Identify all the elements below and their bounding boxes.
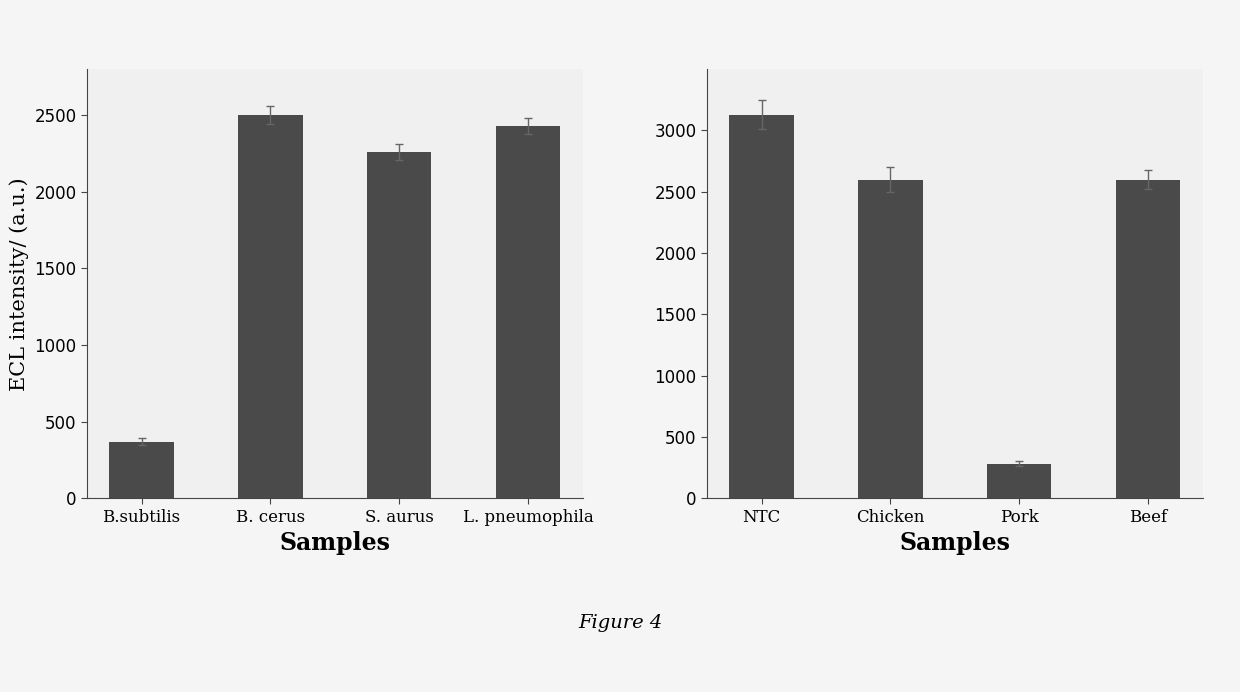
Bar (987, 464, 1052, 498)
Bar (858, 179, 923, 498)
Bar (729, 115, 794, 498)
Bar (109, 441, 174, 498)
Y-axis label: ECL intensity/ (a.u.): ECL intensity/ (a.u.) (9, 177, 29, 390)
Text: Figure 4: Figure 4 (578, 614, 662, 632)
X-axis label: Samples: Samples (279, 531, 391, 555)
Bar (367, 152, 432, 498)
Bar (1116, 179, 1180, 498)
Bar (496, 126, 560, 498)
Bar (238, 115, 303, 498)
X-axis label: Samples: Samples (899, 531, 1011, 555)
